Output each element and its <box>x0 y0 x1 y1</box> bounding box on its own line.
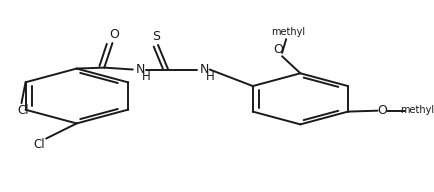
Text: O: O <box>378 104 388 117</box>
Text: Cl: Cl <box>18 104 30 117</box>
Text: methyl: methyl <box>400 105 434 115</box>
Text: Cl: Cl <box>33 138 45 151</box>
Text: O: O <box>109 28 119 41</box>
Text: H: H <box>206 70 214 83</box>
Text: N: N <box>136 63 145 76</box>
Text: methyl: methyl <box>271 27 305 37</box>
Text: H: H <box>142 70 151 83</box>
Text: N: N <box>200 63 210 76</box>
Text: S: S <box>152 31 160 43</box>
Text: O: O <box>273 43 283 55</box>
